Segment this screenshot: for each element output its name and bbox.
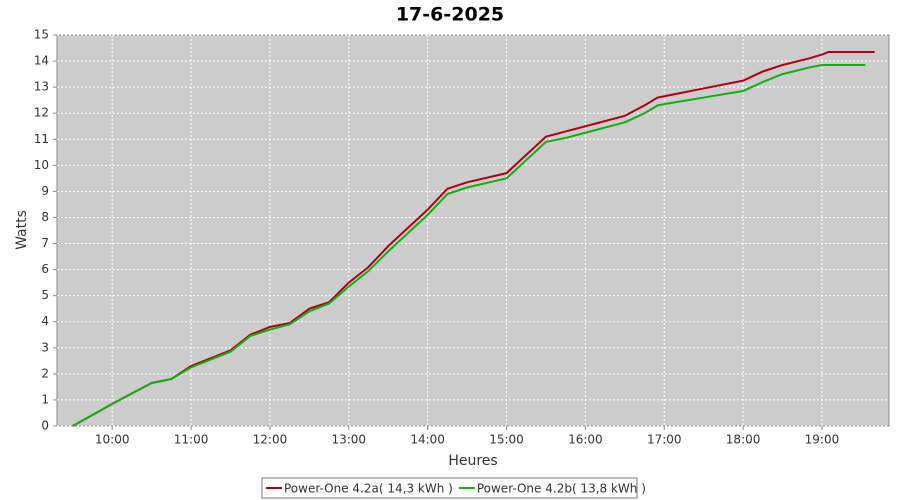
y-tick-label: 10 [34, 158, 49, 172]
x-tick-label: 18:00 [726, 433, 761, 447]
chart-title: 17-6-2025 [396, 4, 504, 26]
x-tick-label: 15:00 [489, 433, 524, 447]
y-tick-label: 2 [41, 366, 49, 380]
x-tick-label: 19:00 [805, 433, 840, 447]
y-tick-label: 4 [41, 314, 49, 328]
y-tick-label: 6 [41, 262, 49, 276]
y-tick-label: 3 [41, 340, 49, 354]
series-line [72, 50, 875, 427]
y-tick-label: 13 [34, 80, 49, 94]
y-tick-label: 0 [41, 419, 49, 433]
y-axis-label: Watts [14, 210, 30, 250]
x-tick-label: 12:00 [253, 433, 288, 447]
legend [261, 477, 638, 499]
x-tick-label: 11:00 [174, 433, 209, 447]
series-line [72, 63, 866, 427]
x-tick-label: 13:00 [331, 433, 366, 447]
y-tick-label: 15 [34, 28, 49, 42]
legend-label: Power-One 4.2a( 14,3 kWh ) [284, 482, 453, 496]
plot-area [56, 34, 890, 427]
y-tick-label: 8 [41, 210, 49, 224]
x-axis-label: Heures [448, 453, 497, 469]
x-tick-label: 14:00 [410, 433, 445, 447]
y-tick-label: 11 [34, 132, 49, 146]
x-tick-label: 17:00 [647, 433, 682, 447]
y-tick-label: 7 [41, 236, 49, 250]
legend-label: Power-One 4.2b( 13,8 kWh ) [477, 482, 646, 496]
y-tick-label: 14 [34, 54, 49, 68]
y-tick-label: 9 [41, 184, 49, 198]
x-tick-label: 16:00 [568, 433, 603, 447]
y-tick-label: 5 [41, 288, 49, 302]
x-tick-label: 10:00 [95, 433, 130, 447]
y-tick-label: 1 [41, 392, 49, 406]
y-tick-label: 12 [34, 106, 49, 120]
